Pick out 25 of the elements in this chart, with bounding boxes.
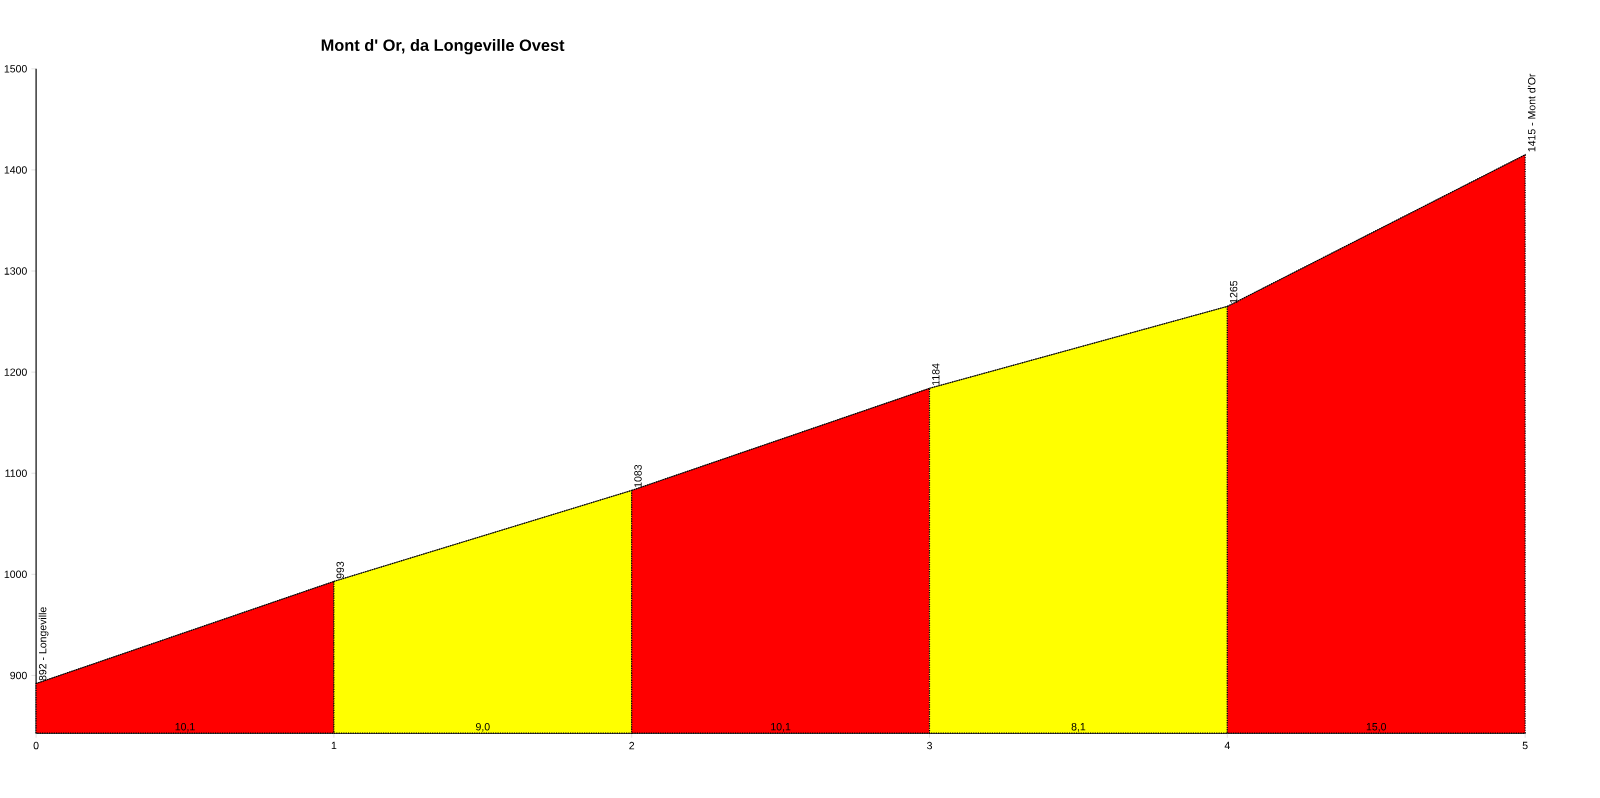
x-tick-label: 5: [1522, 741, 1528, 750]
annotation: 9,0: [475, 723, 490, 732]
annotation: 892 - Longeville: [38, 607, 49, 681]
annotation: 1184: [932, 363, 940, 385]
y-tick-label: 900: [10, 671, 27, 680]
y-tick-label: 1500: [4, 65, 27, 73]
annotation: 8,1: [1071, 723, 1086, 732]
y-tick-label: 1000: [4, 570, 27, 579]
x-tick-label: 4: [1224, 741, 1230, 750]
annotation: 10,1: [771, 723, 791, 732]
annotation: 1415 - Mont d'Or: [1527, 73, 1536, 152]
annotation: 10,1: [175, 723, 195, 732]
annotation: 993: [336, 561, 344, 579]
y-tick-label: 1100: [5, 469, 27, 478]
x-tick-label: 3: [927, 741, 932, 750]
x-tick-label: 1: [331, 741, 337, 750]
y-tick-label: 1400: [4, 166, 27, 174]
chart-title: Mont d' Or, da Longeville Ovest: [321, 39, 565, 55]
y-tick-label: 1300: [4, 267, 27, 275]
annotation: 1083: [634, 464, 642, 488]
annotation: 15,0: [1366, 723, 1387, 732]
y-tick-label: 1200: [4, 368, 27, 376]
x-tick-label: 0: [33, 741, 39, 750]
x-tick-label: 2: [629, 741, 635, 750]
annotation: 1265: [1229, 280, 1238, 304]
